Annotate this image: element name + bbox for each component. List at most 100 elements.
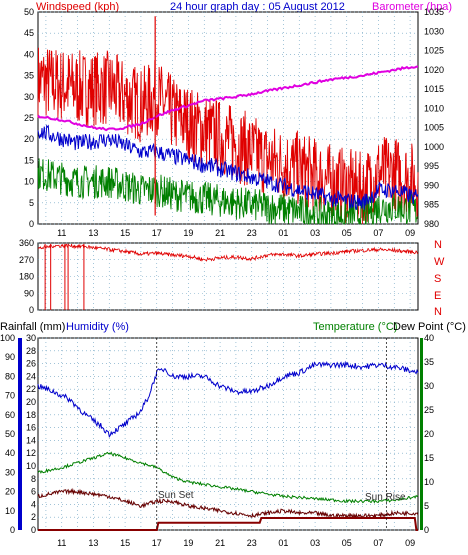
direction-tick: 0 xyxy=(29,305,34,315)
barometer-tick: 1005 xyxy=(424,123,444,133)
barometer-tick: 1020 xyxy=(424,65,444,75)
windspeed-tick: 45 xyxy=(24,28,34,38)
x-tick-top: 07 xyxy=(373,228,383,238)
x-tick-bottom: 13 xyxy=(88,538,98,548)
humidity-scale-tick: 8 xyxy=(31,474,36,484)
windspeed-tick: 25 xyxy=(24,113,34,123)
windspeed-axis-title: Windspeed (kph) xyxy=(36,1,119,13)
rainfall-tick: 10 xyxy=(5,506,15,516)
x-tick-top: 21 xyxy=(215,228,225,238)
humidity-scale-tick: 22 xyxy=(26,384,36,394)
direction-letter-n-top: N xyxy=(434,239,442,251)
rainfall-tick: 90 xyxy=(5,352,15,362)
x-tick-bottom: 17 xyxy=(152,538,162,548)
temperature-tick: 20 xyxy=(424,429,434,439)
x-tick-top: 03 xyxy=(310,228,320,238)
x-tick-bottom: 23 xyxy=(247,538,257,548)
windspeed-tick: 5 xyxy=(29,198,34,208)
humidity-scale-tick: 30 xyxy=(26,333,36,343)
barometer-line xyxy=(37,65,419,132)
temp-panel xyxy=(37,337,419,531)
windspeed-tick: 40 xyxy=(24,49,34,59)
temperature-tick: 35 xyxy=(424,357,434,367)
x-tick-bottom: 15 xyxy=(120,538,130,548)
graph-title: 24 hour graph day : 05 August 2012 xyxy=(170,1,345,13)
humidity-scale-tick: 20 xyxy=(26,397,36,407)
temperature-tick: 0 xyxy=(424,525,429,535)
barometer-tick: 1025 xyxy=(424,46,444,56)
x-tick-bottom: 01 xyxy=(278,538,288,548)
direction-letter-n-bottom: N xyxy=(434,306,442,318)
temperature-axis-title: Temperature (°C) xyxy=(313,321,397,333)
barometer-tick: 1035 xyxy=(424,7,444,17)
temperature-tick: 5 xyxy=(424,501,429,511)
humidity-scale-tick: 16 xyxy=(26,423,36,433)
humidity-axis-title: Humidity (%) xyxy=(66,321,129,333)
windspeed-tick: 20 xyxy=(24,134,34,144)
x-tick-bottom: 03 xyxy=(310,538,320,548)
windspeed-gust-line xyxy=(37,47,419,225)
x-tick-bottom: 11 xyxy=(57,538,66,548)
sunrise-annotation: Sun Rise xyxy=(365,492,406,503)
windspeed-tick: 10 xyxy=(24,177,34,187)
barometer-tick: 985 xyxy=(424,200,439,210)
wind-average-line xyxy=(37,158,419,226)
barometer-tick: 1030 xyxy=(424,26,444,36)
x-tick-top: 05 xyxy=(342,228,352,238)
rainfall-line xyxy=(38,517,418,531)
temperature-tick: 40 xyxy=(424,333,434,343)
rainfall-tick: 20 xyxy=(5,487,15,497)
x-tick-top: 23 xyxy=(247,228,257,238)
windspeed-tick: 0 xyxy=(29,219,34,229)
humidity-scale-tick: 14 xyxy=(26,435,36,445)
rainfall-tick: 50 xyxy=(5,429,15,439)
direction-letter-e: E xyxy=(434,290,441,302)
temperature-line xyxy=(37,451,419,504)
humidity-scale-tick: 6 xyxy=(31,487,36,497)
temperature-tick: 25 xyxy=(424,405,434,415)
direction-tick: 180 xyxy=(19,272,34,282)
windspeed-tick: 30 xyxy=(24,92,34,102)
humidity-scale-tick: 4 xyxy=(31,499,36,509)
rainfall-tick: 100 xyxy=(0,333,15,343)
direction-letter-s: S xyxy=(434,273,441,285)
temp-axis-bar xyxy=(420,338,423,530)
dewpoint-axis-title: Dew Point (°C) xyxy=(393,321,466,333)
rainfall-tick: 30 xyxy=(5,467,15,477)
rainfall-axis-title: Rainfall (mm) xyxy=(0,321,65,333)
rainfall-tick: 60 xyxy=(5,410,15,420)
temperature-tick: 30 xyxy=(424,381,434,391)
wind-direction-line xyxy=(37,243,418,262)
barometer-tick: 995 xyxy=(424,161,439,171)
temperature-tick: 15 xyxy=(424,453,434,463)
barometer-tick: 1010 xyxy=(424,103,444,113)
humidity-scale-tick: 18 xyxy=(26,410,36,420)
barometer-tick: 980 xyxy=(424,219,439,229)
rain-axis-bar xyxy=(18,338,22,530)
x-tick-top: 13 xyxy=(88,228,98,238)
gust-average-line xyxy=(37,124,419,211)
x-tick-bottom: 05 xyxy=(342,538,352,548)
humidity-scale-tick: 2 xyxy=(31,512,36,522)
barometer-tick: 1000 xyxy=(424,142,444,152)
humidity-scale-tick: 28 xyxy=(26,346,36,356)
windspeed-tick: 15 xyxy=(24,155,34,165)
humidity-scale-tick: 26 xyxy=(26,359,36,369)
sunset-annotation: Sun Set xyxy=(158,490,194,501)
direction-letter-w: W xyxy=(434,256,445,268)
windspeed-tick: 50 xyxy=(24,7,34,17)
direction-tick: 270 xyxy=(19,255,34,265)
rainfall-tick: 0 xyxy=(10,525,15,535)
humidity-scale-tick: 12 xyxy=(26,448,36,458)
dewpoint-line xyxy=(37,487,419,520)
x-tick-top: 17 xyxy=(152,228,162,238)
x-tick-top: 15 xyxy=(120,228,130,238)
x-tick-top: 09 xyxy=(405,228,415,238)
humidity-scale-tick: 0 xyxy=(31,525,36,535)
humidity-scale-tick: 10 xyxy=(26,461,36,471)
humidity-scale-tick: 24 xyxy=(26,371,36,381)
x-tick-top: 19 xyxy=(183,228,193,238)
x-tick-top: 01 xyxy=(278,228,288,238)
direction-tick: 90 xyxy=(24,288,34,298)
direction-tick: 360 xyxy=(19,238,34,248)
